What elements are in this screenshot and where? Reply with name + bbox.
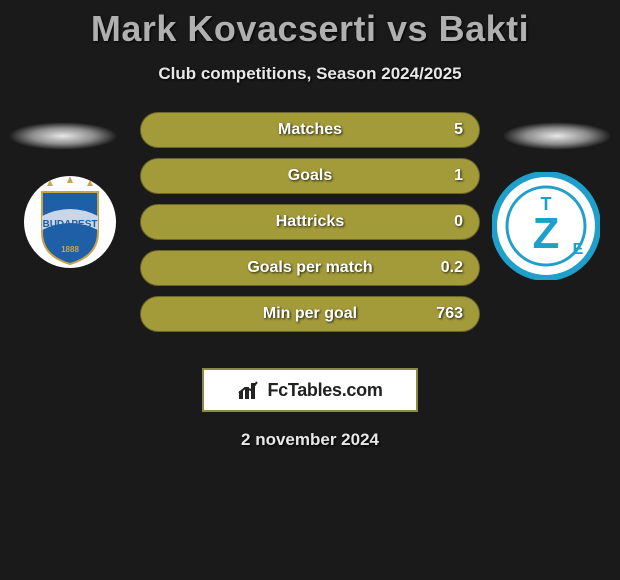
stat-value: 0.2: [441, 259, 463, 277]
stat-label: Goals: [141, 167, 479, 185]
stat-label: Min per goal: [141, 305, 479, 323]
stat-row-min-per-goal: Min per goal 763: [140, 296, 480, 332]
stat-label: Goals per match: [141, 259, 479, 277]
stat-value: 0: [454, 213, 463, 231]
svg-text:E: E: [573, 241, 584, 258]
page-title: Mark Kovacserti vs Bakti: [0, 0, 620, 50]
svg-text:Z: Z: [533, 209, 560, 258]
stat-row-goals-per-match: Goals per match 0.2: [140, 250, 480, 286]
stat-value: 5: [454, 121, 463, 139]
stat-row-hattricks: Hattricks 0: [140, 204, 480, 240]
brand-box[interactable]: FcTables.com: [202, 368, 418, 412]
stat-value: 1: [454, 167, 463, 185]
brand-text: FcTables.com: [267, 380, 382, 401]
stat-value: 763: [436, 305, 463, 323]
stat-row-goals: Goals 1: [140, 158, 480, 194]
chart-icon: [237, 379, 263, 401]
subtitle: Club competitions, Season 2024/2025: [0, 64, 620, 84]
team-badge-right: T Z E: [492, 172, 600, 280]
svg-text:BUDAPEST: BUDAPEST: [42, 219, 97, 230]
stat-label: Hattricks: [141, 213, 479, 231]
footer-date: 2 november 2024: [0, 430, 620, 450]
spotlight-left: [8, 122, 118, 150]
stats-area: BUDAPEST 1888 T Z E Matches 5 Goals 1 Ha…: [0, 112, 620, 352]
mtk-crest-icon: BUDAPEST 1888: [20, 172, 120, 272]
zte-crest-icon: T Z E: [492, 172, 600, 280]
stat-label: Matches: [141, 121, 479, 139]
svg-text:1888: 1888: [61, 245, 79, 254]
stat-rows: Matches 5 Goals 1 Hattricks 0 Goals per …: [140, 112, 480, 342]
team-badge-left: BUDAPEST 1888: [20, 172, 120, 272]
stat-row-matches: Matches 5: [140, 112, 480, 148]
spotlight-right: [502, 122, 612, 150]
